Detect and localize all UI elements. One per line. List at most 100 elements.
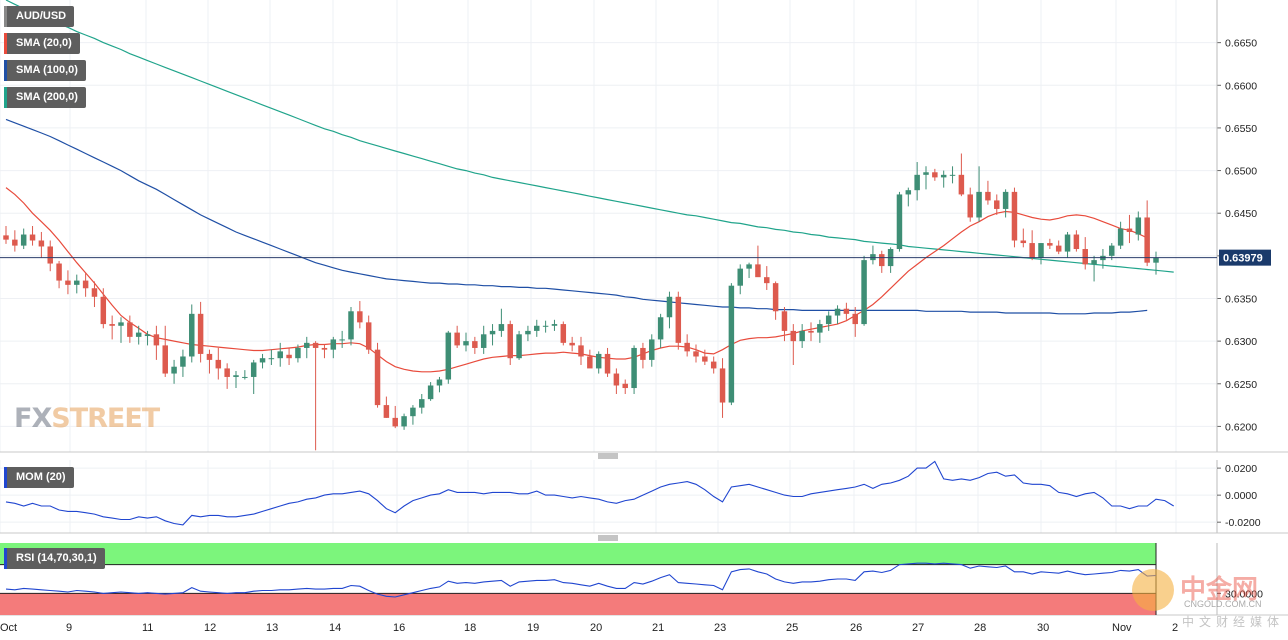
candle-down xyxy=(985,191,991,201)
cngold-watermark: 中金网 CNGOLD.COM.CN 中文财经媒体 xyxy=(1128,567,1288,637)
candle-up xyxy=(242,376,248,378)
candle-up xyxy=(631,347,637,389)
candle-up xyxy=(551,324,558,326)
candle-up xyxy=(870,254,876,261)
mom-panel-bg xyxy=(0,460,1217,533)
candle-down xyxy=(56,263,62,281)
candle-down xyxy=(1055,245,1062,252)
candle-up xyxy=(419,399,425,408)
candle-down xyxy=(38,240,45,247)
legend-sma20-swatch xyxy=(4,33,7,54)
candle-up xyxy=(480,334,487,348)
candle-up xyxy=(498,324,505,331)
candle-up xyxy=(1109,245,1115,256)
candle-down xyxy=(587,356,593,369)
x-tick-label: 21 xyxy=(652,622,664,634)
candle-up xyxy=(144,334,151,337)
legend-sma20[interactable]: SMA (20,0) xyxy=(4,33,80,54)
candle-up xyxy=(728,285,735,403)
candle-up xyxy=(277,351,283,359)
candle-down xyxy=(65,280,71,285)
candle-down xyxy=(1126,228,1133,232)
candle-up xyxy=(74,280,80,285)
x-tick-label: Nov xyxy=(1112,622,1132,634)
candle-up xyxy=(534,325,540,331)
candle-down xyxy=(578,345,584,357)
legend-symbol[interactable]: AUD/USD xyxy=(4,6,75,27)
candle-up xyxy=(171,366,177,374)
x-tick-label: 2 xyxy=(1172,622,1178,634)
last-price-label: 0.63979 xyxy=(1223,253,1263,265)
candle-up xyxy=(295,347,301,359)
y-tick-label: 0.6250 xyxy=(1225,379,1257,391)
candle-up xyxy=(657,317,664,340)
candle-down xyxy=(994,200,1000,209)
candle-down xyxy=(613,373,620,386)
candle-down xyxy=(197,313,204,354)
cngold-watermark-subtitle: 中文财经媒体 xyxy=(1182,615,1285,629)
candle-down xyxy=(162,345,168,374)
candle-down xyxy=(1073,234,1080,250)
candle-up xyxy=(1135,217,1142,235)
legend-rsi-swatch xyxy=(4,548,7,569)
y-tick-label: 0.6200 xyxy=(1225,421,1257,433)
candle-up xyxy=(799,330,805,342)
legend-rsi[interactable]: RSI (14,70,30,1) xyxy=(4,548,105,569)
candle-down xyxy=(392,417,398,427)
candle-up xyxy=(949,174,956,176)
rsi-tick-label: 30.0000 xyxy=(1225,588,1263,600)
candle-up xyxy=(649,339,655,360)
x-tick-label: 30 xyxy=(1037,622,1049,634)
x-tick-label: 25 xyxy=(786,622,798,634)
candle-down xyxy=(12,239,18,246)
candle-down xyxy=(206,353,213,360)
legend-sma100-label: SMA (100,0) xyxy=(16,64,78,76)
rsi-overbought-zone xyxy=(0,543,1156,565)
candle-up xyxy=(940,174,947,178)
candle-down xyxy=(29,234,36,241)
candle-up xyxy=(1038,243,1044,258)
candle-up xyxy=(339,339,345,341)
candle-down xyxy=(879,254,885,267)
candle-down xyxy=(772,283,779,312)
candle-down xyxy=(47,246,53,264)
x-tick-label: 19 xyxy=(527,622,539,634)
candle-up xyxy=(914,174,920,191)
candle-up xyxy=(737,268,743,286)
cngold-watermark-title: 中金网 xyxy=(1180,575,1259,605)
candle-up xyxy=(905,190,912,195)
candle-down xyxy=(604,353,611,374)
candle-up xyxy=(1117,228,1124,246)
candle-down xyxy=(843,308,850,314)
candle-down xyxy=(454,332,460,346)
candle-up xyxy=(330,339,337,350)
y-tick-label: 0.6550 xyxy=(1225,123,1257,135)
legend-mom[interactable]: MOM (20) xyxy=(4,467,74,488)
x-tick-label: 11 xyxy=(142,622,153,634)
candle-down xyxy=(91,288,98,297)
candle-up xyxy=(1153,257,1159,263)
candle-down xyxy=(640,347,646,360)
legend-sma200[interactable]: SMA (200,0) xyxy=(4,87,86,108)
legend-sma100-swatch xyxy=(4,60,7,81)
candle-up xyxy=(304,342,310,348)
fxstreet-logo: FXSTREET xyxy=(14,403,160,434)
candle-down xyxy=(357,311,363,323)
candle-down xyxy=(215,359,222,369)
mom-line xyxy=(5,460,1174,526)
legend-symbol-swatch xyxy=(4,6,7,27)
x-tick-label: 9 xyxy=(66,622,72,634)
cngold-watermark-domain: CNGOLD.COM.CN xyxy=(1184,599,1262,609)
legend-rsi-label: RSI (14,70,30,1) xyxy=(16,552,97,564)
legend-sma100[interactable]: SMA (100,0) xyxy=(4,60,86,81)
candle-up xyxy=(896,194,903,250)
candle-down xyxy=(1020,240,1027,244)
candle-up xyxy=(1064,234,1071,252)
mom-tick-label: -0.0200 xyxy=(1225,517,1261,529)
candle-down xyxy=(710,361,717,369)
candle-down xyxy=(1082,249,1088,265)
candle-down xyxy=(1144,217,1150,263)
candle-up xyxy=(542,325,549,327)
candle-down xyxy=(852,313,858,325)
